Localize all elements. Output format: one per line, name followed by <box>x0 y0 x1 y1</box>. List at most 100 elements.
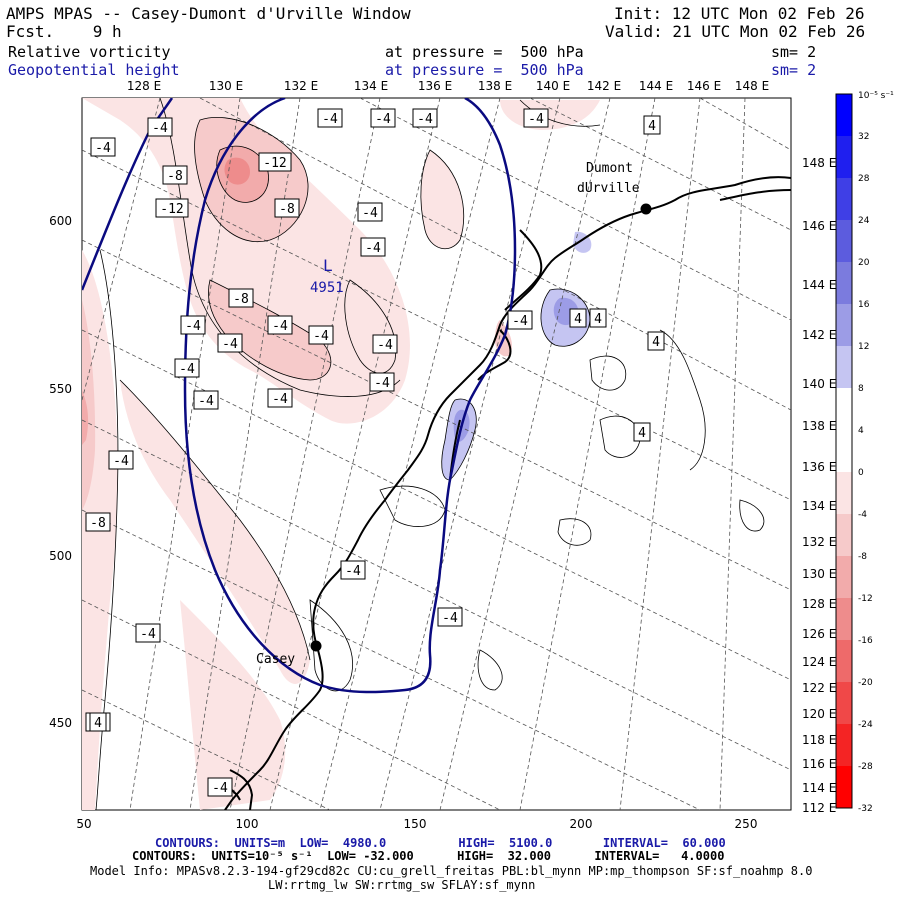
colorbar-swatch <box>836 556 852 598</box>
field2-level: at pressure = 500 hPa <box>385 61 584 79</box>
contour-label: 4 <box>89 712 107 732</box>
valid-time: Valid: 21 UTC Mon 02 Feb 26 <box>605 22 866 41</box>
top-lon-label: 138 E <box>478 79 512 93</box>
colorbar-swatch <box>836 766 852 808</box>
contour-label: -4 <box>412 108 438 128</box>
dumont-station-marker <box>640 203 652 215</box>
field1-level: at pressure = 500 hPa <box>385 43 584 61</box>
colorbar-swatch <box>836 136 852 178</box>
contour-label: -4 <box>360 237 386 257</box>
colorbar-level: -4 <box>858 510 867 520</box>
right-longitude-labels: 148 E 146 E 144 E 142 E 140 E 138 E 136 E 134 E… <box>802 156 836 815</box>
field1-smoothing: sm= 2 <box>771 43 817 61</box>
contour-label: -4 <box>135 623 161 643</box>
colorbar-level: -24 <box>858 720 873 730</box>
svg-text:4: 4 <box>574 312 582 327</box>
y-tick-label: 550 <box>49 382 72 396</box>
colorbar-level: 0 <box>858 468 864 478</box>
y-tick-label: 500 <box>49 549 72 563</box>
svg-text:4: 4 <box>648 119 656 134</box>
svg-text:-8: -8 <box>279 202 295 217</box>
svg-text:-4: -4 <box>212 781 228 796</box>
svg-text:-4: -4 <box>313 329 329 344</box>
svg-text:4: 4 <box>652 335 660 350</box>
right-lon-label: 136 E <box>802 460 836 474</box>
contour-label: -4 <box>207 777 233 797</box>
dumont-label-1: Dumont <box>586 161 633 176</box>
colorbar-level: 12 <box>858 342 869 352</box>
colorbar-swatch <box>836 682 852 724</box>
top-lon-label: 140 E <box>536 79 570 93</box>
svg-text:-4: -4 <box>442 611 458 626</box>
top-lon-label: 134 E <box>354 79 388 93</box>
contour-label: -4 <box>370 108 396 128</box>
top-longitude-labels: 128 E 130 E 132 E 134 E 136 E 138 E 140 E 142 E… <box>127 79 769 93</box>
top-lon-label: 136 E <box>418 79 452 93</box>
svg-text:-8: -8 <box>167 169 183 184</box>
colorbar-level: 4 <box>858 426 864 436</box>
contour-label: -4 <box>372 334 398 354</box>
top-lon-label: 146 E <box>687 79 721 93</box>
colorbar-swatch <box>836 346 852 388</box>
right-lon-label: 118 E <box>802 733 836 747</box>
low-value: 4951 <box>310 280 344 296</box>
right-lon-label: 122 E <box>802 681 836 695</box>
top-lon-label: 148 E <box>735 79 769 93</box>
contour-label: 4 <box>633 422 651 442</box>
right-lon-label: 112 E <box>802 801 836 815</box>
colorbar-level: 32 <box>858 132 869 142</box>
dumont-label-2: dUrville <box>577 181 640 196</box>
svg-text:-8: -8 <box>90 516 106 531</box>
contour-label: -4 <box>357 202 383 222</box>
svg-text:-4: -4 <box>179 362 195 377</box>
contour-label-boxes: -4 -4 -4 -4 -4 -4 -12 -8 -12 -8 -4 -4 -8 -4 -4 -4 -4 -4 -4… <box>85 108 665 797</box>
colorbar-level: 20 <box>858 258 870 268</box>
contour-label: -4 <box>317 108 343 128</box>
right-lon-label: 138 E <box>802 419 836 433</box>
right-lon-label: 116 E <box>802 757 836 771</box>
init-time: Init: 12 UTC Mon 02 Feb 26 <box>614 4 865 23</box>
colorbar-swatch <box>836 724 852 766</box>
x-axis-labels: 50 100 150 200 250 <box>76 817 757 831</box>
contour-label: -12 <box>258 152 292 172</box>
colorbar-level: -12 <box>858 594 873 604</box>
map-title: AMPS MPAS -- Casey-Dumont d'Urville Wind… <box>6 4 411 23</box>
right-lon-label: 146 E <box>802 219 836 233</box>
contour-label: -8 <box>85 512 111 532</box>
colorbar-swatch <box>836 472 852 514</box>
colorbar-swatch <box>836 430 852 472</box>
colorbar-swatch <box>836 304 852 346</box>
right-lon-label: 128 E <box>802 597 836 611</box>
svg-text:-4: -4 <box>528 112 544 127</box>
svg-text:4: 4 <box>638 426 646 441</box>
right-lon-label: 140 E <box>802 377 836 391</box>
colorbar-swatch <box>836 94 852 136</box>
colorbar-swatch <box>836 178 852 220</box>
y-tick-label: 450 <box>49 716 72 730</box>
top-lon-label: 128 E <box>127 79 161 93</box>
svg-text:-4: -4 <box>140 627 156 642</box>
x-tick-label: 200 <box>570 817 593 831</box>
contour-label: -4 <box>340 560 366 580</box>
top-lon-label: 142 E <box>587 79 621 93</box>
contour-label: -4 <box>437 607 463 627</box>
y-axis-labels: 600 550 500 450 <box>49 214 72 730</box>
colorbar-swatch <box>836 598 852 640</box>
field2-smoothing: sm= 2 <box>771 61 817 79</box>
field2-name: Geopotential height <box>8 61 180 79</box>
right-lon-label: 142 E <box>802 328 836 342</box>
contour-label: 4 <box>569 308 587 328</box>
colorbar-level: 24 <box>858 216 870 226</box>
colorbar-swatch <box>836 262 852 304</box>
svg-text:-4: -4 <box>272 319 288 334</box>
svg-text:-4: -4 <box>365 241 381 256</box>
contour-label: -4 <box>90 137 116 157</box>
right-lon-label: 114 E <box>802 781 836 795</box>
svg-text:-4: -4 <box>95 141 111 156</box>
right-lon-label: 148 E <box>802 156 836 170</box>
contour-label: -4 <box>507 310 533 330</box>
contour-label: -4 <box>174 358 200 378</box>
svg-text:-4: -4 <box>375 112 391 127</box>
contour-label: -4 <box>523 108 549 128</box>
